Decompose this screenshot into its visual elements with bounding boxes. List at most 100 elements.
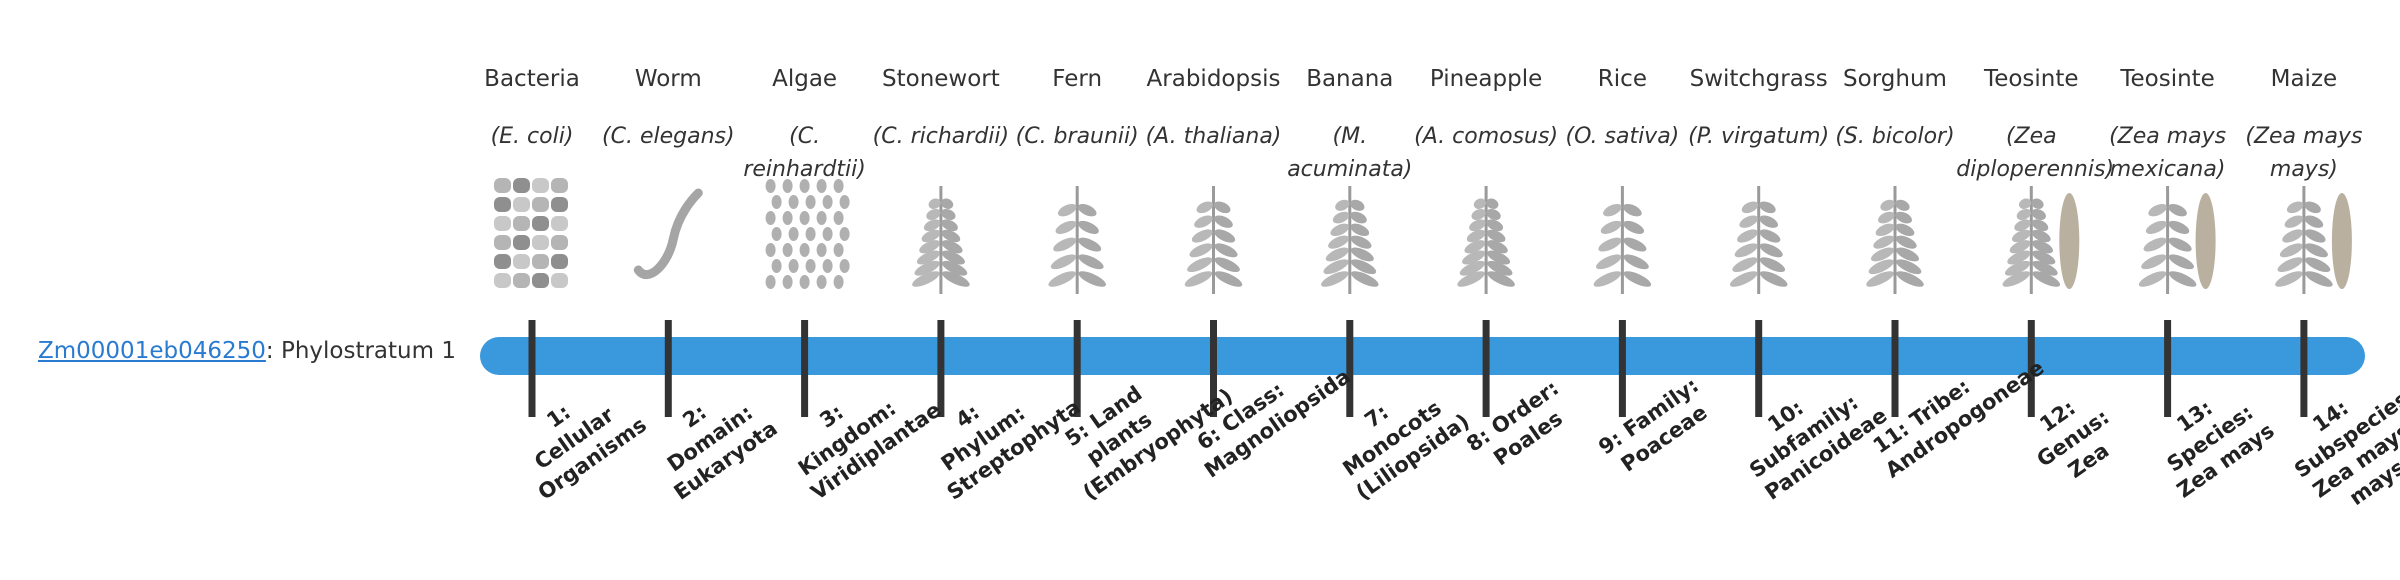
icon-part	[1214, 215, 1233, 228]
icon-part	[1486, 219, 1504, 232]
icon-part	[923, 219, 941, 232]
icon-part	[1350, 259, 1377, 275]
icon-part	[494, 197, 511, 212]
icon-part	[532, 235, 549, 250]
icon-part	[765, 243, 776, 257]
icon-part	[1895, 235, 1917, 249]
icon-part	[551, 178, 568, 193]
icon-part	[551, 197, 568, 212]
icon-part	[2009, 240, 2031, 254]
icon-part	[1214, 243, 1238, 258]
icon-part	[1469, 219, 1486, 232]
icon-part	[494, 178, 511, 193]
icon-part	[1189, 243, 1213, 258]
icon-part	[494, 216, 511, 231]
gene-suffix: : Phylostratum 1	[265, 338, 456, 364]
icon-part	[1187, 257, 1213, 273]
icon-part	[816, 179, 827, 193]
species-name: (C. reinhardtii)	[743, 124, 866, 182]
organism-name: Maize	[2270, 66, 2338, 92]
icon-part	[765, 179, 776, 193]
organism-name: Algae	[772, 66, 838, 92]
icon-part	[2275, 271, 2303, 287]
icon-part	[2014, 219, 2031, 232]
icon-part	[2305, 257, 2331, 273]
species-name: (Zea mays mays)	[2245, 124, 2363, 182]
icon-part	[839, 259, 850, 273]
species-name: (C. braunii)	[1015, 124, 1139, 149]
icon-part	[782, 179, 793, 193]
species-name: (O. sativa)	[1565, 124, 1680, 149]
icon-part	[1896, 259, 1922, 275]
icon-part	[816, 211, 827, 225]
icon-part	[1875, 223, 1895, 237]
icon-part	[1078, 254, 1104, 270]
icon-part	[919, 240, 941, 254]
icon-part	[1623, 271, 1652, 287]
icon-part	[2031, 229, 2051, 243]
icon-part	[1486, 208, 1501, 221]
species-name: (E. coli)	[490, 124, 574, 149]
icon-part	[2279, 243, 2303, 258]
icon-part	[782, 275, 793, 289]
organism-name: Bacteria	[484, 66, 580, 92]
species-name: (S. bicolor)	[1835, 124, 1955, 149]
icon-part	[2168, 237, 2192, 252]
icon-part	[941, 250, 965, 265]
icon-part	[788, 227, 799, 241]
gene-link[interactable]: Zm00001eb046250	[38, 338, 266, 364]
icon-part	[1196, 201, 1213, 214]
icon-part	[1332, 211, 1350, 224]
species-name: (P. virgatum)	[1688, 124, 1830, 149]
gene-label: Zm00001eb046250: Phylostratum 1	[38, 338, 456, 364]
icon-part	[2002, 271, 2031, 287]
icon-part	[2138, 271, 2167, 287]
icon-part	[816, 275, 827, 289]
icon-part	[799, 275, 810, 289]
icon-part	[1895, 211, 1912, 224]
icon-part	[1739, 215, 1759, 228]
icon-part	[1462, 250, 1486, 265]
organism-name: Fern	[1052, 66, 1103, 92]
icon-part	[2305, 271, 2333, 287]
icon-part	[1741, 201, 1759, 214]
icon-part	[799, 179, 810, 193]
icon-part	[1895, 247, 1920, 262]
species-name: (A. comosus)	[1414, 124, 1559, 149]
icon-part	[1325, 247, 1349, 262]
icon-part	[1350, 223, 1370, 237]
icon-part	[1603, 204, 1622, 217]
organism-name: Worm	[634, 66, 702, 92]
icon-part	[2195, 193, 2216, 289]
icon-part	[2011, 229, 2031, 243]
icon-part	[839, 195, 850, 209]
icon-part	[551, 235, 568, 250]
icon-part	[2031, 219, 2049, 232]
icon-part	[1457, 271, 1485, 287]
icon-part	[1486, 198, 1499, 209]
icon-part	[1759, 257, 1786, 273]
species-name: (M. acuminata)	[1287, 124, 1413, 182]
organism-name: Banana	[1306, 66, 1394, 92]
icon-part	[1330, 223, 1350, 237]
icon-part	[633, 188, 703, 280]
species-name: (A. thaliana)	[1145, 124, 1282, 149]
icon-part	[513, 273, 530, 288]
icon-part	[1486, 240, 1508, 254]
icon-part	[1623, 204, 1642, 217]
icon-part	[2284, 215, 2304, 228]
icon-part	[2168, 204, 2187, 217]
icon-part	[942, 271, 970, 287]
organism-name: Teosinte	[1984, 66, 2079, 92]
icon-part	[1351, 271, 1379, 287]
icon-part	[1895, 199, 1910, 211]
organism-name: Pineapple	[1429, 66, 1543, 92]
icon-part	[816, 243, 827, 257]
icon-part	[513, 178, 530, 193]
icon-part	[1896, 271, 1924, 287]
icon-part	[782, 211, 793, 225]
species-name: (C. elegans)	[602, 124, 735, 149]
icon-part	[1737, 229, 1758, 243]
icon-part	[1077, 204, 1097, 217]
icon-part	[2304, 243, 2328, 258]
